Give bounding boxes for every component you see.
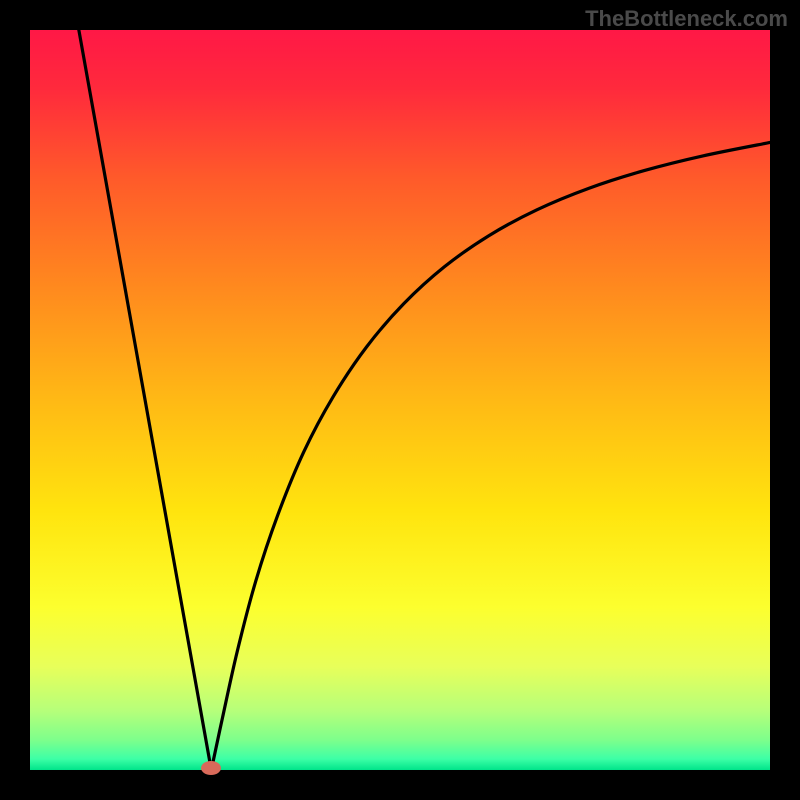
plot-area	[30, 30, 770, 770]
watermark-text: TheBottleneck.com	[585, 6, 788, 32]
optimum-marker	[201, 761, 221, 775]
curve-path	[79, 30, 770, 770]
bottleneck-curve	[30, 30, 770, 770]
